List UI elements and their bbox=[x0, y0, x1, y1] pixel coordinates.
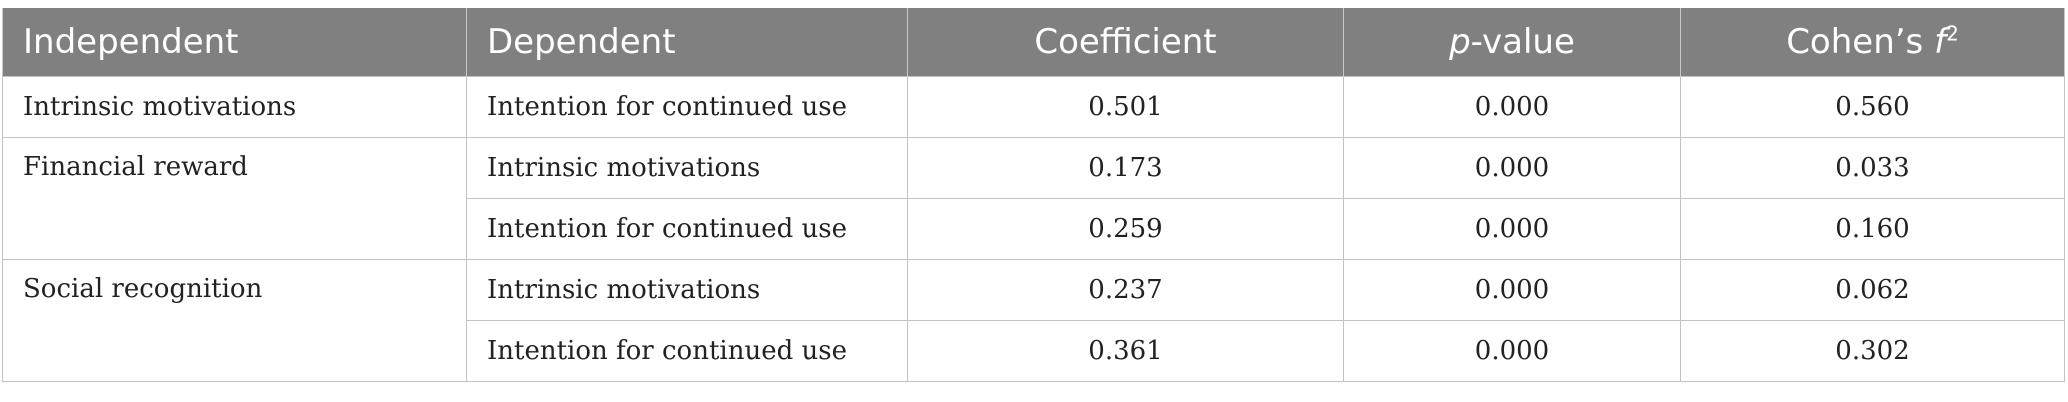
cell-coefficient: 0.237 bbox=[907, 259, 1344, 321]
header-independent: Independent bbox=[2, 8, 467, 77]
cell-cohens-f2: 0.062 bbox=[1680, 259, 2065, 321]
cell-p-value: 0.000 bbox=[1343, 76, 1681, 138]
cell-dependent: Intention for continued use bbox=[466, 198, 908, 260]
cell-cohens-f2: 0.033 bbox=[1680, 137, 2065, 199]
header-row: Independent Dependent Coefficient p-valu… bbox=[2, 8, 2065, 77]
table-row: Intrinsic motivations Intention for cont… bbox=[2, 76, 2065, 138]
cell-coefficient: 0.259 bbox=[907, 198, 1344, 260]
header-p-value: p-value bbox=[1343, 8, 1681, 77]
cell-p-value: 0.000 bbox=[1343, 259, 1681, 321]
cell-p-value: 0.000 bbox=[1343, 137, 1681, 199]
cell-dependent: Intrinsic motivations bbox=[466, 259, 908, 321]
cohens-exponent: 2 bbox=[1946, 21, 1959, 46]
table-row: Intention for continued use 0.361 0.000 … bbox=[3, 320, 2065, 382]
cell-coefficient: 0.501 bbox=[907, 76, 1344, 138]
cell-independent: Social recognition bbox=[2, 259, 467, 382]
table-header: Independent Dependent Coefficient p-valu… bbox=[2, 8, 2065, 77]
cell-coefficient: 0.173 bbox=[907, 137, 1344, 199]
cohens-label: Cohen’s bbox=[1786, 22, 1935, 62]
table-body: Intrinsic motivations Intention for cont… bbox=[2, 76, 2065, 382]
p-value-suffix: -value bbox=[1470, 22, 1575, 62]
cohens-f-italic: f bbox=[1934, 22, 1947, 62]
cell-p-value: 0.000 bbox=[1343, 320, 1681, 382]
table-row: Social recognition Intrinsic motivations… bbox=[2, 259, 2065, 382]
cell-dependent: Intention for continued use bbox=[466, 320, 908, 382]
header-dependent: Dependent bbox=[466, 8, 908, 77]
cell-p-value: 0.000 bbox=[1343, 198, 1681, 260]
header-cohens-f2: Cohen’s f2 bbox=[1680, 8, 2065, 77]
p-value-italic-p: p bbox=[1449, 22, 1471, 62]
cell-dependent: Intention for continued use bbox=[466, 76, 908, 138]
table-row: Financial reward Intrinsic motivations 0… bbox=[2, 137, 2065, 260]
cell-cohens-f2: 0.560 bbox=[1680, 76, 2065, 138]
cell-independent: Financial reward bbox=[2, 137, 467, 260]
cell-coefficient: 0.361 bbox=[907, 320, 1344, 382]
cell-independent: Intrinsic motivations bbox=[2, 76, 467, 138]
cell-cohens-f2: 0.302 bbox=[1680, 320, 2065, 382]
cell-cohens-f2: 0.160 bbox=[1680, 198, 2065, 260]
results-table: Independent Dependent Coefficient p-valu… bbox=[2, 8, 2065, 382]
cell-dependent: Intrinsic motivations bbox=[466, 137, 908, 199]
header-coefficient: Coefficient bbox=[907, 8, 1344, 77]
